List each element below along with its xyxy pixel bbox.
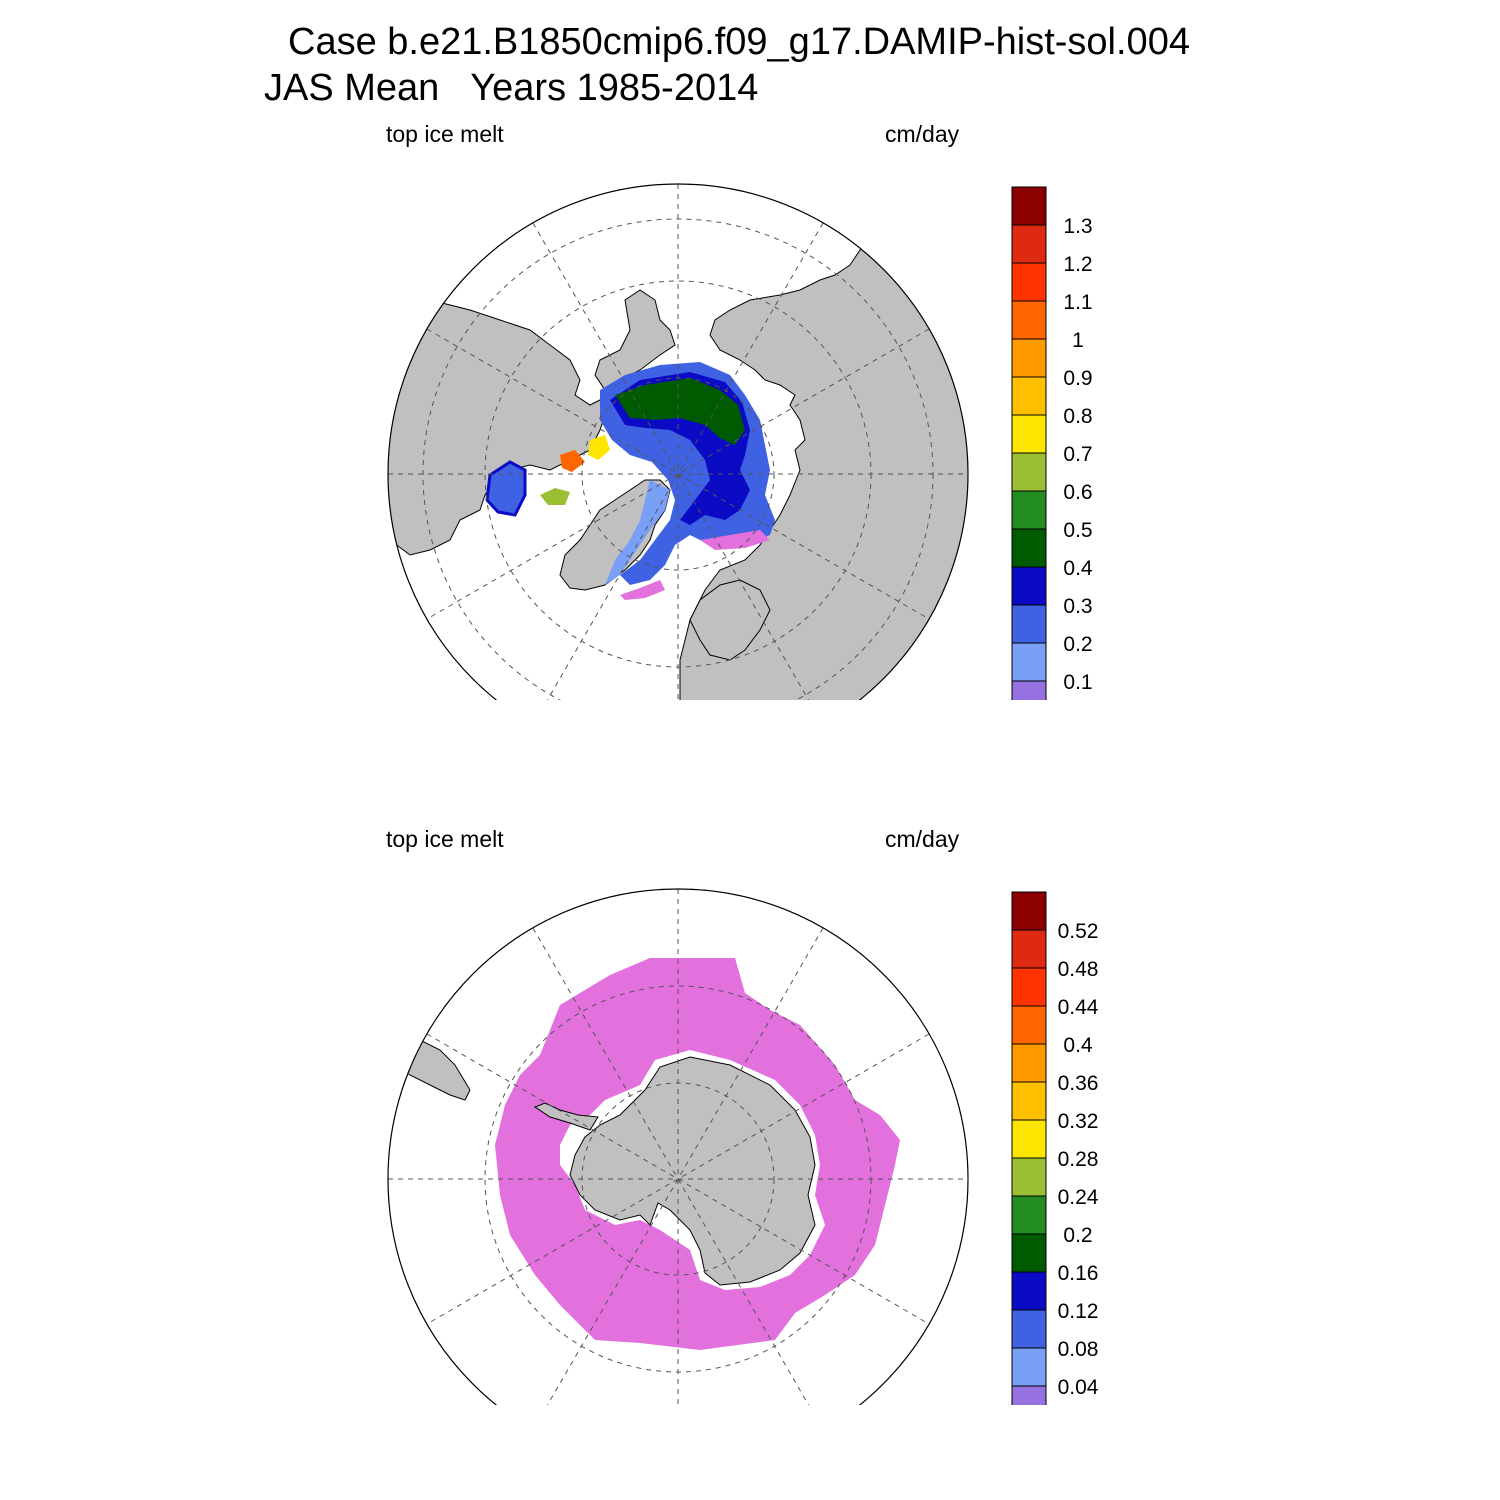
- canadian-archipelago-melt: [540, 488, 570, 505]
- north-colorbar-box: [1011, 604, 1047, 644]
- north-colorbar-tick-label: 0.8: [1063, 405, 1092, 428]
- arctic-melt-field-light-blue: [605, 480, 670, 585]
- greenland-coast-melt: [620, 580, 665, 600]
- south-colorbar-box: [1011, 1233, 1047, 1273]
- south-colorbar-box: [1011, 891, 1047, 931]
- south-colorbar-box: [1011, 1271, 1047, 1311]
- north-colorbar-box: [1011, 452, 1047, 492]
- south-colorbar-tick-label: 0.32: [1058, 1110, 1099, 1133]
- north-colorbar-box: [1011, 186, 1047, 226]
- north-colorbar-tick-label: 0.2: [1063, 633, 1092, 656]
- south-colorbar-tick-label: 0.12: [1058, 1300, 1099, 1323]
- south-colorbar: 0.010.040.080.120.160.20.240.280.320.360…: [1011, 891, 1099, 1405]
- north-colorbar-box: [1011, 642, 1047, 682]
- north-units-label: cm/day: [885, 121, 960, 147]
- north-variable-label: top ice melt: [386, 121, 504, 147]
- south-colorbar-tick-label: 0.2: [1063, 1224, 1092, 1247]
- north-colorbar-tick-label: 1: [1072, 329, 1084, 352]
- north-colorbar-box: [1011, 680, 1047, 700]
- south-colorbar-box: [1011, 1043, 1047, 1083]
- north-colorbar-tick-label: 0.4: [1063, 557, 1093, 580]
- north-colorbar-tick-label: 1.2: [1063, 253, 1092, 276]
- north-colorbar-box: [1011, 414, 1047, 454]
- south-colorbar-tick-label: 0.04: [1058, 1376, 1099, 1399]
- arctic-map-border: [387, 183, 969, 700]
- south-colorbar-box: [1011, 967, 1047, 1007]
- arctic-map-content: [388, 184, 968, 700]
- north-colorbar-box: [1011, 376, 1047, 416]
- north-colorbar-tick-label: 0.1: [1063, 671, 1092, 694]
- barents-sea-melt: [700, 530, 770, 550]
- south-colorbar-tick-label: 0.36: [1058, 1072, 1099, 1095]
- north-colorbar-box: [1011, 262, 1047, 302]
- north-america-landmass: [388, 289, 676, 556]
- south-colorbar-tick-label: 0.4: [1063, 1034, 1093, 1057]
- south-colorbar-box: [1011, 1081, 1047, 1121]
- antarctic-graticule: [388, 889, 968, 1405]
- canadian-archipelago-melt-yellow: [588, 435, 610, 460]
- antarctic-peninsula: [533, 1102, 599, 1131]
- north-colorbar-box: [1011, 528, 1047, 568]
- antarctic-map-border: [387, 888, 969, 1405]
- north-colorbar-tick-label: 0.7: [1063, 443, 1092, 466]
- north-colorbar-tick-label: 0.9: [1063, 367, 1092, 390]
- north-colorbar-box: [1011, 300, 1047, 340]
- canadian-archipelago-melt-orange: [560, 450, 585, 472]
- south-colorbar-box: [1011, 1385, 1047, 1405]
- south-colorbar-tick-label: 0.52: [1058, 920, 1099, 943]
- south-colorbar-tick-label: 0.44: [1058, 996, 1099, 1019]
- north-colorbar-tick-label: 1.3: [1063, 215, 1092, 238]
- antarctic-melt-ring: [495, 958, 900, 1350]
- south-colorbar-box: [1011, 929, 1047, 969]
- south-colorbar-tick-label: 0.16: [1058, 1262, 1099, 1285]
- north-colorbar-box: [1011, 490, 1047, 530]
- hudson-bay-melt: [485, 460, 527, 517]
- south-colorbar-tick-label: 0.24: [1058, 1186, 1099, 1209]
- figure-title-case: Case b.e21.B1850cmip6.f09_g17.DAMIP-hist…: [288, 21, 1190, 63]
- south-variable-label: top ice melt: [386, 826, 504, 852]
- south-colorbar-tick-label: 0.28: [1058, 1148, 1099, 1171]
- north-colorbar-tick-label: 1.1: [1063, 291, 1092, 314]
- europe-landmass: [689, 579, 771, 661]
- south-colorbar-box: [1011, 1195, 1047, 1235]
- arctic-melt-field-green: [615, 378, 745, 445]
- south-colorbar-box: [1011, 1347, 1047, 1387]
- north-colorbar-tick-label: 0.3: [1063, 595, 1092, 618]
- arctic-graticule: [388, 184, 968, 700]
- south-units-label: cm/day: [885, 826, 960, 852]
- south-colorbar-box: [1011, 1309, 1047, 1349]
- south-colorbar-tick-label: 0.48: [1058, 958, 1099, 981]
- north-colorbar-box: [1011, 338, 1047, 378]
- north-colorbar-box: [1011, 566, 1047, 606]
- south-colorbar-box: [1011, 1005, 1047, 1045]
- south-colorbar-box: [1011, 1119, 1047, 1159]
- north-colorbar-box: [1011, 224, 1047, 264]
- figure-title-period: JAS Mean Years 1985-2014: [264, 67, 759, 109]
- south-colorbar-box: [1011, 1157, 1047, 1197]
- north-colorbar-tick-label: 0.6: [1063, 481, 1092, 504]
- south-colorbar-tick-label: 0.08: [1058, 1338, 1099, 1361]
- antarctic-map-content: [388, 889, 968, 1405]
- north-colorbar-tick-label: 0.5: [1063, 519, 1092, 542]
- arctic-polar-map: 0.050.10.20.30.40.50.60.70.80.911.11.21.…: [387, 183, 1093, 700]
- north-colorbar: 0.050.10.20.30.40.50.60.70.80.911.11.21.…: [1011, 186, 1093, 700]
- antarctic-polar-map: 0.010.040.080.120.160.20.240.280.320.360…: [387, 888, 1099, 1405]
